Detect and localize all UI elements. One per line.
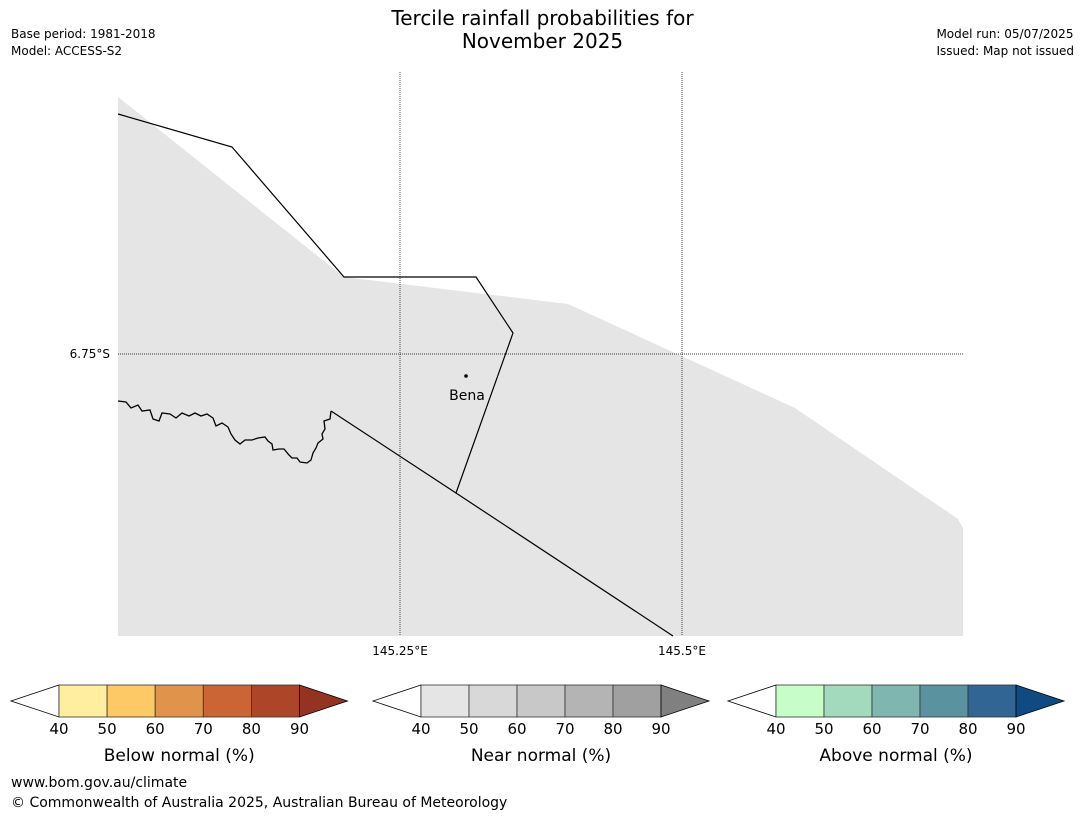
coastline [117, 400, 332, 464]
bena-label: Bena [449, 388, 485, 404]
legend-tick-label: 60 [862, 720, 881, 738]
legend-swatch [823, 684, 873, 718]
legend-swatch [154, 684, 204, 718]
legend-extend-high [1015, 684, 1066, 718]
land-area [118, 97, 963, 636]
legend-swatch [250, 684, 300, 718]
title-line-1: Tercile rainfall probabilities for [391, 6, 694, 30]
legend-swatch [202, 684, 252, 718]
legend-swatch [58, 684, 108, 718]
legend-tick-label: 50 [814, 720, 833, 738]
legend-tick-label: 70 [555, 720, 574, 738]
model-run-text: Model run: 05/07/2025 [936, 27, 1074, 41]
legend-extend-low [9, 684, 60, 718]
map-title: Tercile rainfall probabilities for Novem… [0, 7, 1085, 53]
footer-url: www.bom.gov.au/climate [11, 775, 188, 791]
legend-swatch [420, 684, 470, 718]
base-period-text: Base period: 1981-2018 [11, 27, 156, 41]
boundary-south [330, 410, 674, 637]
issued-text: Issued: Map not issued [936, 44, 1074, 58]
legend-extend-high [660, 684, 711, 718]
latitude-label: 6.75°S [70, 347, 110, 361]
legend-tick-label: 80 [242, 720, 261, 738]
legend-swatch [871, 684, 921, 718]
longitude-label-145-25: 145.25°E [372, 644, 428, 658]
longitude-label-145-5: 145.5°E [658, 644, 706, 658]
bena-location-dot [464, 374, 468, 378]
legend-tick-label: 70 [910, 720, 929, 738]
legend-tick-label: 50 [459, 720, 478, 738]
legend-label: Near normal (%) [471, 746, 611, 766]
legend-tick-label: 40 [49, 720, 68, 738]
legend-swatch [564, 684, 614, 718]
legend-swatch [468, 684, 518, 718]
footer-copyright: © Commonwealth of Australia 2025, Austra… [11, 795, 508, 811]
legend-tick-label: 80 [603, 720, 622, 738]
title-line-2: November 2025 [461, 29, 624, 53]
legend-tick-label: 90 [290, 720, 309, 738]
legend-tick-label: 80 [958, 720, 977, 738]
header-meta-left: Base period: 1981-2018 Model: ACCESS-S2 [11, 26, 156, 60]
legend-tick-label: 40 [411, 720, 430, 738]
legend-swatch [106, 684, 156, 718]
legend-tick-label: 70 [194, 720, 213, 738]
legend-swatch [967, 684, 1017, 718]
header-meta-right: Model run: 05/07/2025 Issued: Map not is… [936, 26, 1074, 60]
legend-above-normal: 40 50 60 70 80 90 Above normal (%) [726, 684, 1066, 766]
legend-tick-label: 50 [98, 720, 117, 738]
legend-tick-label: 90 [1006, 720, 1025, 738]
legend-below-normal: 40 50 60 70 80 90 Below normal (%) [9, 684, 349, 766]
legend-swatch [919, 684, 969, 718]
boundary-north [117, 113, 514, 494]
legend-tick-label: 90 [651, 720, 670, 738]
legend-tick-label: 60 [507, 720, 526, 738]
legend-extend-high [299, 684, 349, 718]
legend-near-normal: 40 50 60 70 80 90 Near normal (%) [371, 684, 711, 766]
legend-tick-label: 60 [146, 720, 165, 738]
model-text: Model: ACCESS-S2 [11, 44, 123, 58]
legend-swatch [775, 684, 825, 718]
legend-swatch [612, 684, 662, 718]
legend-swatch [516, 684, 566, 718]
legend-tick-label: 40 [766, 720, 785, 738]
legend-extend-low [371, 684, 422, 718]
legend-label: Below normal (%) [104, 746, 255, 766]
legend-extend-low [726, 684, 777, 718]
legend-label: Above normal (%) [819, 746, 972, 766]
